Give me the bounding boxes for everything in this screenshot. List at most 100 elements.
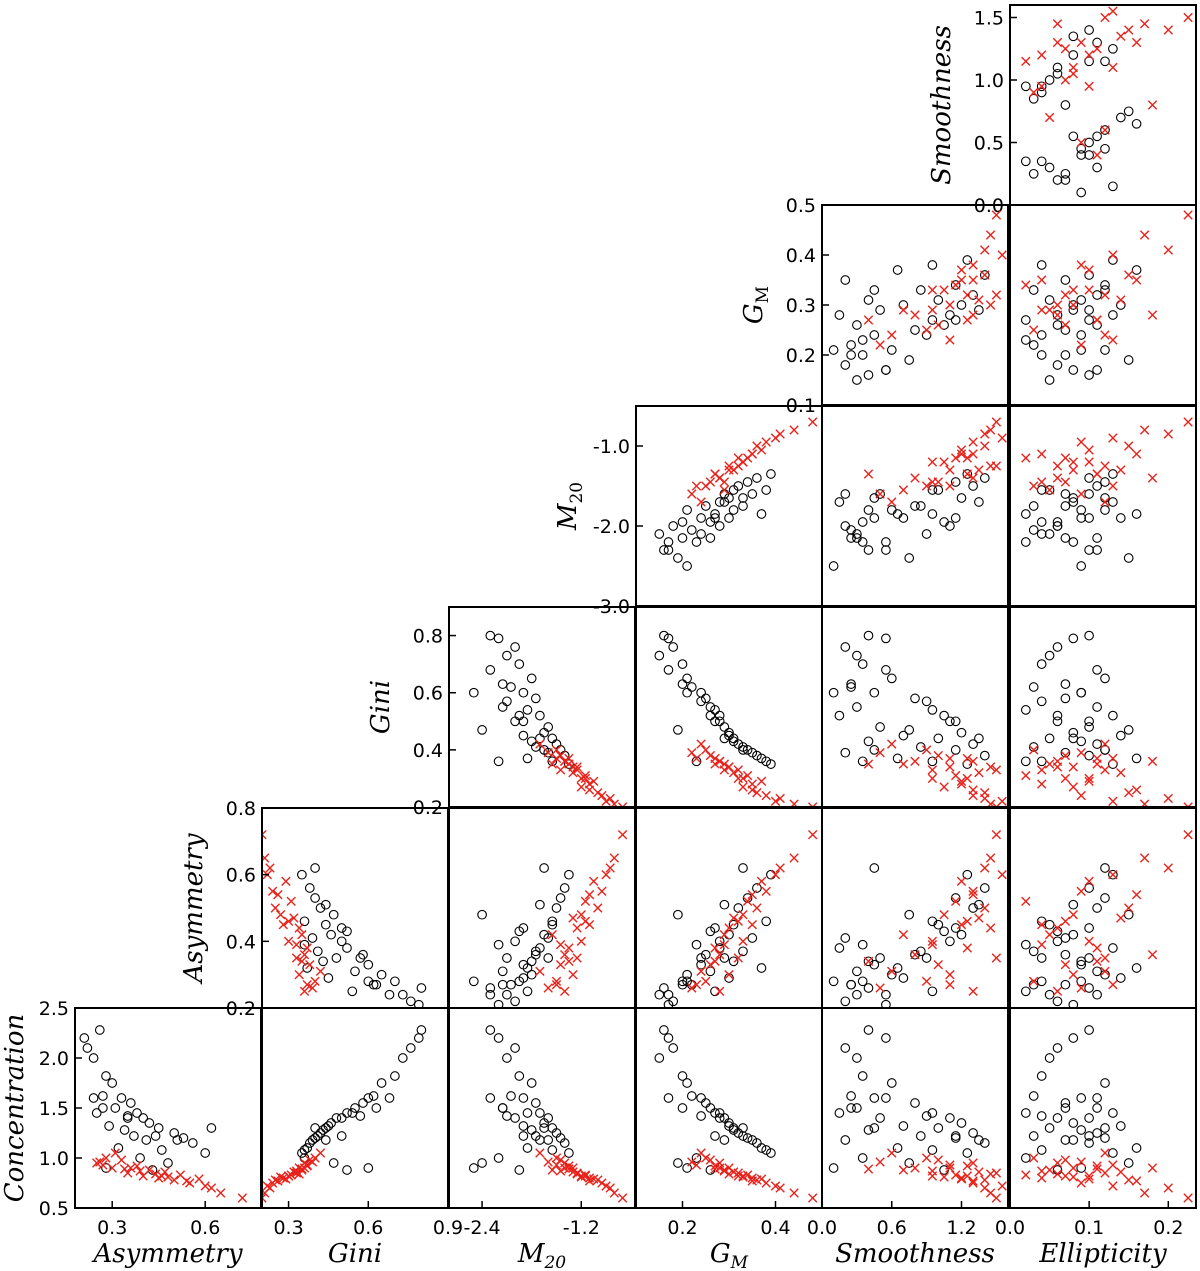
data-point-circle xyxy=(915,1131,926,1141)
data-point-circle xyxy=(1068,497,1079,507)
x-tick-label: 0.2 xyxy=(1153,1217,1183,1239)
data-point-circle xyxy=(742,477,753,487)
data-point-cross xyxy=(747,1176,757,1186)
data-point-circle xyxy=(350,966,360,977)
data-point-circle xyxy=(1108,759,1118,769)
data-point-circle xyxy=(1068,537,1079,547)
data-point-circle xyxy=(368,979,379,990)
data-point-circle xyxy=(828,687,839,698)
data-point-circle xyxy=(659,983,669,993)
data-point-cross xyxy=(719,765,730,775)
data-point-cross xyxy=(863,759,874,769)
data-point-circle xyxy=(1052,710,1063,721)
data-point-circle xyxy=(1036,1111,1047,1121)
data-point-cross xyxy=(609,853,619,863)
data-point-circle xyxy=(881,537,891,547)
data-point-circle xyxy=(898,513,909,523)
data-point-circle xyxy=(1068,899,1079,910)
data-point-cross xyxy=(980,863,990,873)
data-point-cross xyxy=(1021,56,1031,66)
data-point-circle xyxy=(728,956,739,967)
data-point-circle xyxy=(1068,131,1079,142)
data-point-circle xyxy=(1076,143,1087,154)
data-point-circle xyxy=(904,725,915,735)
data-point-cross xyxy=(1116,295,1126,305)
data-point-circle xyxy=(682,1163,692,1173)
data-point-circle xyxy=(1084,545,1094,555)
data-point-cross xyxy=(770,1181,781,1191)
data-point-circle xyxy=(714,710,725,721)
data-point-circle xyxy=(336,923,347,933)
data-point-cross xyxy=(1060,750,1071,761)
data-point-circle xyxy=(1092,320,1102,330)
data-point-cross xyxy=(555,750,566,761)
data-point-cross xyxy=(1084,50,1094,60)
data-point-circle xyxy=(493,633,504,644)
data-point-circle xyxy=(1020,1108,1031,1118)
data-point-cross xyxy=(696,497,706,507)
data-point-circle xyxy=(1060,693,1071,704)
data-point-circle xyxy=(551,903,562,913)
data-point-circle xyxy=(677,1071,688,1081)
data-point-circle xyxy=(1084,630,1094,641)
data-point-cross xyxy=(875,748,885,758)
data-point-cross xyxy=(307,983,318,993)
data-point-circle xyxy=(766,869,776,880)
data-point-cross xyxy=(921,1153,932,1163)
data-point-cross xyxy=(1076,437,1086,447)
data-point-cross xyxy=(980,903,990,913)
data-point-circle xyxy=(1092,989,1102,1000)
data-point-circle xyxy=(863,1125,874,1135)
data-point-circle xyxy=(663,1093,674,1103)
data-point-circle xyxy=(1044,375,1055,385)
data-point-circle xyxy=(677,517,688,527)
data-point-cross xyxy=(576,936,586,946)
data-point-cross xyxy=(985,923,996,933)
data-point-cross xyxy=(1163,793,1173,804)
data-point-circle xyxy=(927,315,938,325)
data-point-cross xyxy=(617,1193,628,1203)
data-point-circle xyxy=(1076,956,1087,967)
data-point-circle xyxy=(331,1113,342,1123)
data-point-circle xyxy=(1076,150,1087,160)
data-point-cross xyxy=(1037,305,1047,315)
x-tick-label: 0.0 xyxy=(807,1217,837,1239)
data-point-circle xyxy=(738,493,748,503)
data-point-circle xyxy=(673,725,683,735)
data-point-circle xyxy=(518,923,529,933)
data-point-cross xyxy=(1108,1160,1118,1170)
data-point-cross xyxy=(710,759,720,769)
data-point-cross xyxy=(307,1157,318,1167)
data-point-circle xyxy=(79,1033,90,1043)
data-point-circle xyxy=(371,979,382,990)
data-point-cross xyxy=(985,1169,996,1179)
data-point-circle xyxy=(742,893,753,903)
data-point-circle xyxy=(950,716,961,727)
data-point-circle xyxy=(1052,1113,1063,1123)
data-point-circle xyxy=(840,275,851,285)
data-point-circle xyxy=(477,1158,487,1168)
data-point-circle xyxy=(700,693,711,704)
data-point-circle xyxy=(88,1053,99,1063)
data-point-circle xyxy=(719,497,730,507)
data-point-circle xyxy=(502,1053,512,1063)
y-tick-label: 0.6 xyxy=(226,865,256,887)
data-point-cross xyxy=(1084,457,1094,467)
data-point-cross xyxy=(1052,300,1063,310)
data-point-circle xyxy=(1036,953,1047,963)
data-point-cross xyxy=(1100,125,1110,135)
data-point-circle xyxy=(539,1123,549,1133)
data-point-circle xyxy=(733,903,744,913)
data-point-cross xyxy=(705,1155,716,1165)
data-point-circle xyxy=(677,679,688,689)
data-point-cross xyxy=(956,265,967,275)
data-point-circle xyxy=(1020,315,1031,325)
data-point-cross xyxy=(1037,940,1047,950)
data-point-circle xyxy=(1084,716,1094,727)
data-point-cross xyxy=(1084,265,1094,275)
data-point-circle xyxy=(875,305,885,315)
data-point-circle xyxy=(875,953,885,963)
data-point-cross xyxy=(1124,270,1134,280)
data-point-circle xyxy=(752,883,762,893)
data-point-cross xyxy=(1139,230,1150,240)
